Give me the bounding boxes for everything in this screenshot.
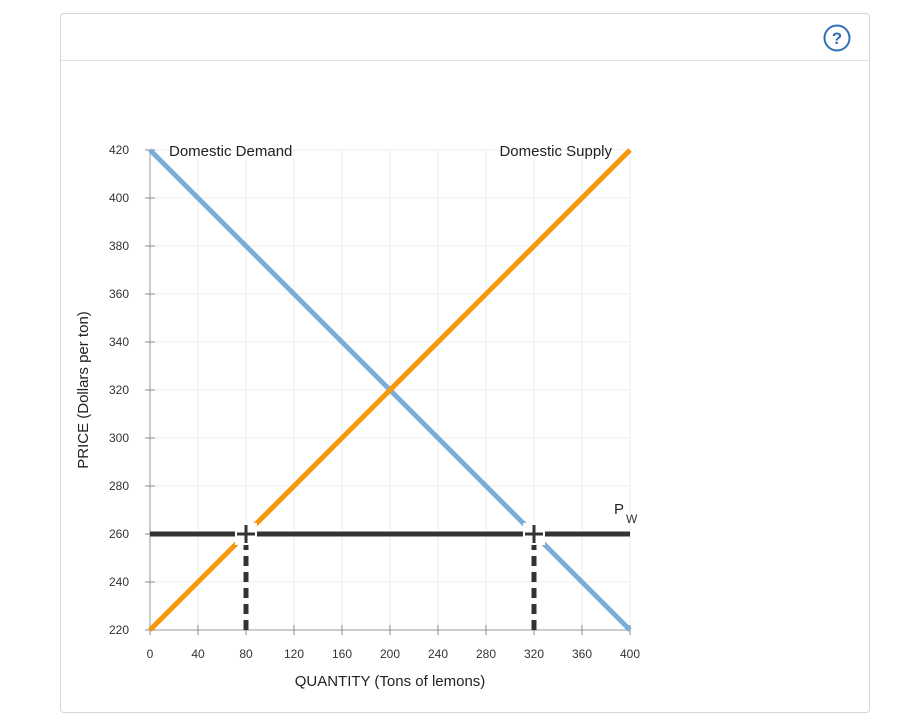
demand-label: Domestic Demand	[169, 143, 292, 160]
y-tick-label: 320	[109, 383, 129, 397]
world-price-subscript: W	[626, 512, 638, 526]
y-tick-label: 380	[109, 239, 129, 253]
x-tick-label: 280	[476, 647, 496, 661]
point-markers[interactable]	[235, 523, 545, 545]
y-axis-title: PRICE (Dollars per ton)	[75, 311, 92, 469]
panel-divider	[61, 60, 869, 61]
y-tick-label: 240	[109, 575, 129, 589]
y-tick-label: 360	[109, 287, 129, 301]
axes	[145, 149, 631, 635]
y-tick-labels: 220 240 260 280 300 320 340 360 380 400 420	[109, 143, 129, 637]
help-question-icon[interactable]: ?	[823, 24, 851, 52]
y-tick-label: 400	[109, 191, 129, 205]
supply-curve	[148, 148, 632, 632]
x-tick-label: 240	[428, 647, 448, 661]
y-tick-label: 260	[109, 527, 129, 541]
x-tick-label: 160	[332, 647, 352, 661]
x-tick-label: 80	[239, 647, 253, 661]
y-tick-label: 220	[109, 623, 129, 637]
y-tick-label: 340	[109, 335, 129, 349]
x-tick-label: 120	[284, 647, 304, 661]
x-tick-label: 360	[572, 647, 592, 661]
series-lines	[148, 148, 632, 632]
y-tick-label: 300	[109, 431, 129, 445]
x-tick-label: 200	[380, 647, 400, 661]
y-tick-label: 280	[109, 479, 129, 493]
x-tick-label: 400	[620, 647, 640, 661]
x-tick-label: 0	[147, 647, 154, 661]
x-tick-labels: 0 40 80 120 160 200 240 280 320 360 400	[147, 647, 641, 661]
curve-labels: Domestic Demand Domestic Supply PW	[169, 143, 638, 526]
point-marker[interactable]	[523, 523, 545, 545]
x-axis-title: QUANTITY (Tons of lemons)	[295, 673, 486, 690]
x-tick-label: 320	[524, 647, 544, 661]
y-tick-label: 420	[109, 143, 129, 157]
help-glyph: ?	[832, 29, 842, 48]
graph-panel: ?	[60, 13, 870, 713]
x-tick-label: 40	[191, 647, 205, 661]
world-price-label: P	[614, 501, 624, 518]
supply-label: Domestic Supply	[499, 143, 612, 160]
guide-lines	[243, 534, 537, 630]
point-marker[interactable]	[235, 523, 257, 545]
